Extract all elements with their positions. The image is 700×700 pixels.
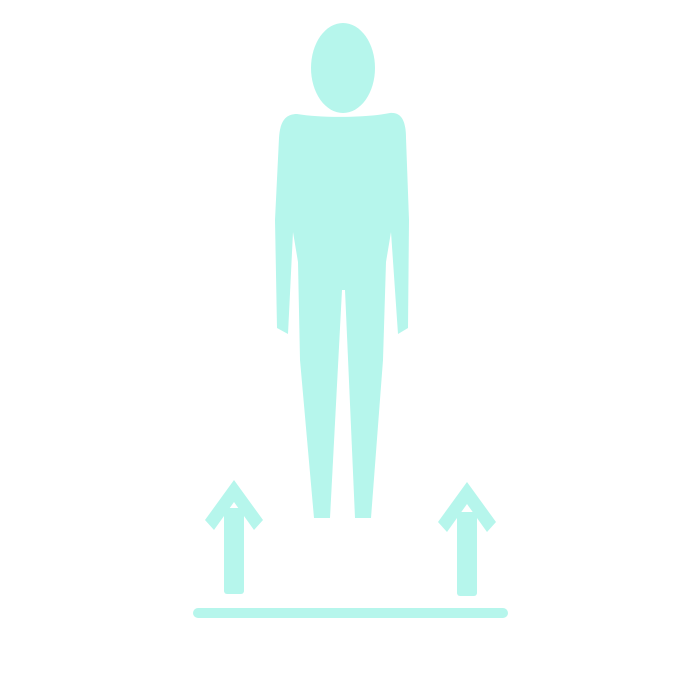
arrow-up-icon xyxy=(438,482,496,596)
person-body xyxy=(275,112,409,519)
arrow-up-icon xyxy=(205,480,263,594)
person-head xyxy=(311,23,375,113)
ground-line xyxy=(193,608,508,618)
